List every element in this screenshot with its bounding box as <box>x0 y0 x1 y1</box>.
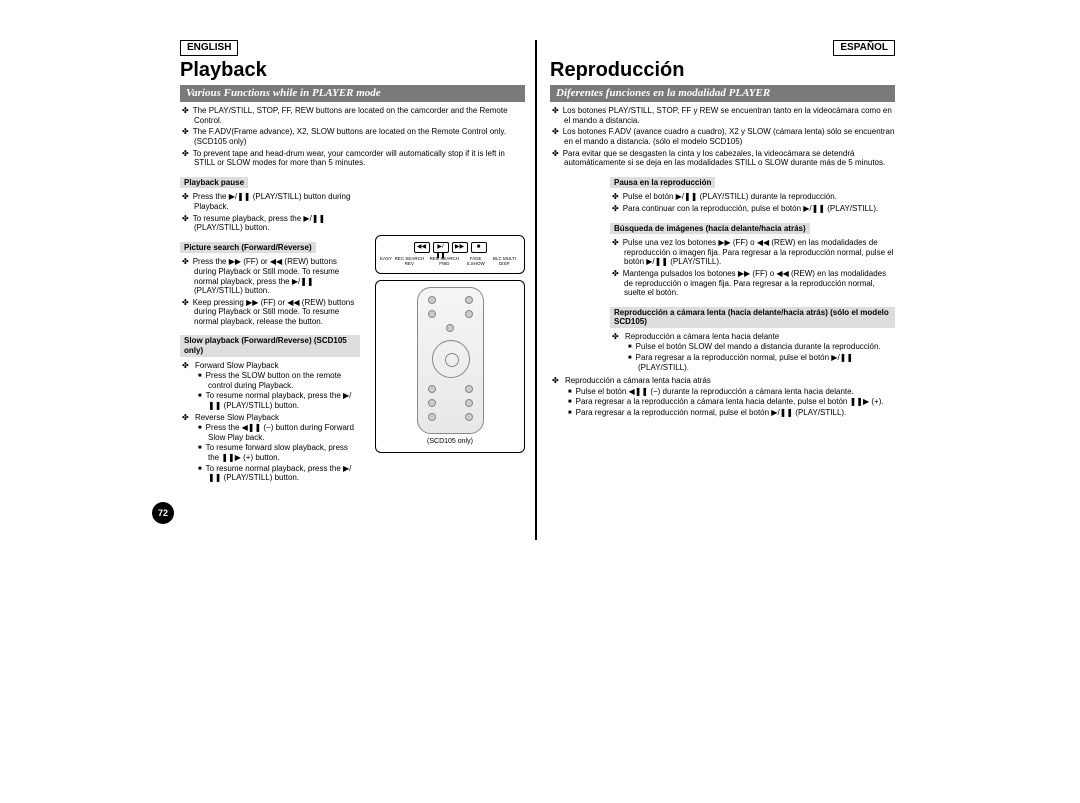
remote-outline <box>417 287 484 434</box>
list-item: The F.ADV(Frame advance), X2, SLOW butto… <box>194 127 525 146</box>
list-item: To resume normal playback, press the ▶/❚… <box>208 391 360 410</box>
remote-dpad-icon <box>432 340 470 378</box>
left-s2-head: Picture search (Forward/Reverse) <box>180 242 316 254</box>
right-s1-list: Pulse el botón ▶/❚❚ (PLAY/STILL) durante… <box>610 192 895 213</box>
list-item: Pulse el botón ▶/❚❚ (PLAY/STILL) durante… <box>624 192 895 202</box>
camcorder-control-diagram: ◀◀ ▶/❚❚ ▶▶ ■ EASY REC SEARCH REV REC SEA… <box>375 235 525 274</box>
left-intro-list: The PLAY/STILL, STOP, FF, REW buttons ar… <box>180 106 525 168</box>
column-divider <box>535 40 537 540</box>
list-item: To resume forward slow playback, press t… <box>208 443 360 462</box>
left-title: Playback <box>180 58 525 82</box>
remote-control-diagram: (SCD105 only) <box>375 280 525 453</box>
remote-button-icon <box>428 296 436 304</box>
list-item: Press the SLOW button on the remote cont… <box>208 371 360 390</box>
list-item: Para evitar que se desgasten la cinta y … <box>564 149 895 168</box>
left-subtitle: Various Functions while in PLAYER mode <box>180 85 525 102</box>
list-item: Press the ▶▶ (FF) or ◀◀ (REW) buttons du… <box>194 257 360 295</box>
language-label-english: ENGLISH <box>180 40 238 56</box>
right-title: Reproducción <box>550 58 895 82</box>
list-item: Reverse Slow Playback Press the ◀❚❚ (−) … <box>194 413 360 483</box>
remote-button-icon <box>465 385 473 393</box>
manual-page: 72 ENGLISH Playback Various Functions wh… <box>180 40 900 565</box>
list-item: To prevent tape and head-drum wear, your… <box>194 149 525 168</box>
list-item: Press the ◀❚❚ (−) button during Forward … <box>208 423 360 442</box>
remote-button-icon <box>465 296 473 304</box>
list-item: Keep pressing ▶▶ (FF) or ◀◀ (REW) button… <box>194 298 360 327</box>
left-column: ENGLISH Playback Various Functions while… <box>180 40 525 487</box>
list-item: Para continuar con la reproducción, puls… <box>624 204 895 214</box>
remote-button-icon <box>428 413 436 421</box>
right-s3: Reproducción a cámara lenta hacia delant… <box>610 332 895 372</box>
remote-button-icon <box>428 399 436 407</box>
ff-icon: ▶▶ <box>452 242 468 253</box>
left-s3b-label: Reverse Slow Playback <box>195 413 279 422</box>
remote-button-icon <box>446 324 454 332</box>
list-item: To resume playback, press the ▶/❚❚ (PLAY… <box>194 214 360 233</box>
left-s3a-label: Forward Slow Playback <box>195 361 279 370</box>
list-item: Reproducción a cámara lenta hacia atrás … <box>564 376 895 417</box>
right-s2-head: Búsqueda de imágenes (hacia delante/haci… <box>610 223 810 235</box>
list-item: Pulse el botón SLOW del mando a distanci… <box>638 342 895 352</box>
right-column: ESPAÑOL Reproducción Diferentes funcione… <box>550 40 895 422</box>
remote-center-icon <box>445 353 459 367</box>
fig-label: REC SEARCH FWD <box>427 256 463 267</box>
list-item: Los botones PLAY/STILL, STOP, FF y REW s… <box>564 106 895 125</box>
rew-icon: ◀◀ <box>414 242 430 253</box>
right-s3a-label: Reproducción a cámara lenta hacia delant… <box>625 332 779 341</box>
list-item: Para regresar a la reproducción a cámara… <box>578 397 895 407</box>
remote-button-icon <box>428 385 436 393</box>
language-label-espanol: ESPAÑOL <box>833 40 895 56</box>
list-item: Los botones F.ADV (avance cuadro a cuadr… <box>564 127 895 146</box>
remote-button-icon <box>465 310 473 318</box>
fig-label: FADE S.SHOW <box>462 256 489 267</box>
right-intro-list: Los botones PLAY/STILL, STOP, FF y REW s… <box>550 106 895 168</box>
page-number-badge: 72 <box>152 502 174 524</box>
list-item: Reproducción a cámara lenta hacia delant… <box>624 332 895 372</box>
remote-button-icon <box>465 399 473 407</box>
figure-caption: (SCD105 only) <box>382 438 518 446</box>
right-s3b-label: Reproducción a cámara lenta hacia atrás <box>565 376 711 385</box>
right-s3b: Reproducción a cámara lenta hacia atrás … <box>550 376 895 417</box>
remote-button-icon <box>428 310 436 318</box>
stop-icon: ■ <box>471 242 487 253</box>
play-still-icon: ▶/❚❚ <box>433 242 449 253</box>
list-item: Para regresar a la reproducción normal, … <box>638 353 895 372</box>
fig-label: REC SEARCH REV <box>392 256 427 267</box>
list-item: Press the ▶/❚❚ (PLAY/STILL) button durin… <box>194 192 360 211</box>
list-item: The PLAY/STILL, STOP, FF, REW buttons ar… <box>194 106 525 125</box>
left-s3a: Forward Slow Playback Press the SLOW but… <box>180 361 360 483</box>
left-s1-list: Press the ▶/❚❚ (PLAY/STILL) button durin… <box>180 192 360 232</box>
fig-label: EASY <box>380 256 392 267</box>
list-item: Mantenga pulsados los botones ▶▶ (FF) o … <box>624 269 895 298</box>
list-item: Para regresar a la reproducción normal, … <box>578 408 895 418</box>
left-s3-head: Slow playback (Forward/Reverse) (SCD105 … <box>180 335 360 356</box>
left-s2-list: Press the ▶▶ (FF) or ◀◀ (REW) buttons du… <box>180 257 360 326</box>
list-item: To resume normal playback, press the ▶/❚… <box>208 464 360 483</box>
figure-panel: ◀◀ ▶/❚❚ ▶▶ ■ EASY REC SEARCH REV REC SEA… <box>375 235 525 453</box>
right-s3-head: Reproducción a cámara lenta (hacia delan… <box>610 307 895 328</box>
right-subtitle: Diferentes funciones en la modalidad PLA… <box>550 85 895 102</box>
right-s2-list: Pulse una vez los botones ▶▶ (FF) o ◀◀ (… <box>610 238 895 298</box>
fig-label: BLC MULTI DISP. <box>489 256 520 267</box>
remote-button-icon <box>465 413 473 421</box>
right-s1-head: Pausa en la reproducción <box>610 177 715 189</box>
list-item: Forward Slow Playback Press the SLOW but… <box>194 361 360 411</box>
left-s1-head: Playback pause <box>180 177 248 189</box>
list-item: Pulse el botón ◀❚❚ (−) durante la reprod… <box>578 387 895 397</box>
list-item: Pulse una vez los botones ▶▶ (FF) o ◀◀ (… <box>624 238 895 267</box>
